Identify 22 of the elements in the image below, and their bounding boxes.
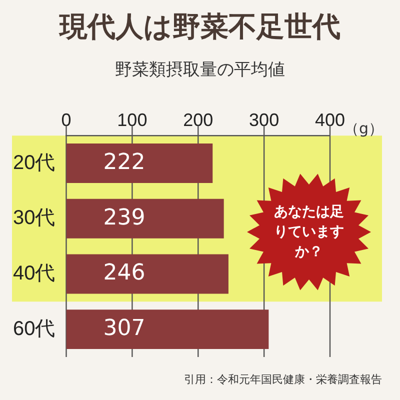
x-tick-label: 400 bbox=[314, 110, 346, 130]
data-label: 307 bbox=[103, 316, 146, 342]
x-tick-label: 200 bbox=[183, 110, 214, 130]
bar bbox=[66, 198, 224, 238]
y-tick-label: 60代 bbox=[12, 318, 56, 340]
x-tick-label: 0 bbox=[61, 110, 72, 130]
text: 引用：令和元年国民健康・栄養調査報告 bbox=[184, 372, 382, 387]
bar bbox=[66, 310, 269, 350]
y-tick-label: 40代 bbox=[12, 262, 56, 284]
data-label: 246 bbox=[103, 260, 146, 286]
chart-title: 現代人は野菜不足世代 bbox=[58, 9, 342, 45]
x-tick-label: 100 bbox=[117, 110, 148, 130]
data-label: 239 bbox=[103, 205, 146, 230]
x-tick-label: 300 bbox=[249, 110, 280, 130]
chart-subtitle: 野菜類摂取量の平均値 bbox=[114, 59, 286, 81]
data-label: 222 bbox=[103, 150, 146, 175]
x-axis-title: （g） bbox=[344, 119, 384, 138]
bar bbox=[66, 144, 213, 183]
annotation: あなたは足りていますか？ bbox=[273, 203, 345, 262]
y-tick-label: 20代 bbox=[12, 152, 56, 174]
bar bbox=[66, 254, 228, 294]
y-tick-label: 30代 bbox=[12, 207, 56, 230]
